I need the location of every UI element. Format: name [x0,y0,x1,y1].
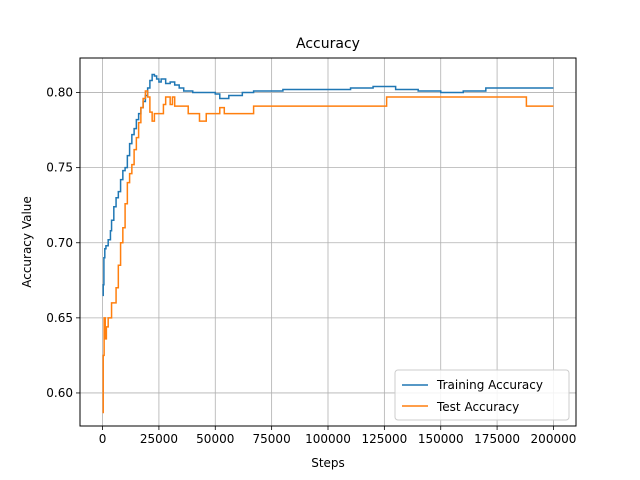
legend-label-test: Test Accuracy [436,400,519,414]
y-tick-label: 0.75 [46,161,73,175]
x-tick-label: 25000 [140,432,178,446]
chart-title: Accuracy [296,36,360,52]
x-tick-label: 50000 [196,432,234,446]
x-tick-label: 200000 [531,432,577,446]
series-line-test-accuracy [102,90,554,414]
x-tick-label: 75000 [253,432,291,446]
y-tick-label: 0.60 [46,386,73,400]
y-axis-label: Accuracy Value [20,196,34,288]
axis-ticks: 0 25000 50000 75000 100000 125000 150000 175000… [46,86,576,446]
x-tick-label: 175000 [474,432,520,446]
x-tick-label: 150000 [418,432,464,446]
plot-series [102,73,554,414]
y-tick-label: 0.65 [46,311,73,325]
legend-label-training: Training Accuracy [436,378,543,392]
x-tick-label: 125000 [361,432,407,446]
legend: Training Accuracy Test Accuracy [394,369,570,421]
x-tick-label: 100000 [305,432,351,446]
x-tick-label: 0 [99,432,107,446]
series-line-training-accuracy [102,73,554,297]
x-axis-label: Steps [311,456,345,470]
y-tick-label: 0.80 [46,86,73,100]
legend-box [394,369,570,421]
y-tick-label: 0.70 [46,236,73,250]
